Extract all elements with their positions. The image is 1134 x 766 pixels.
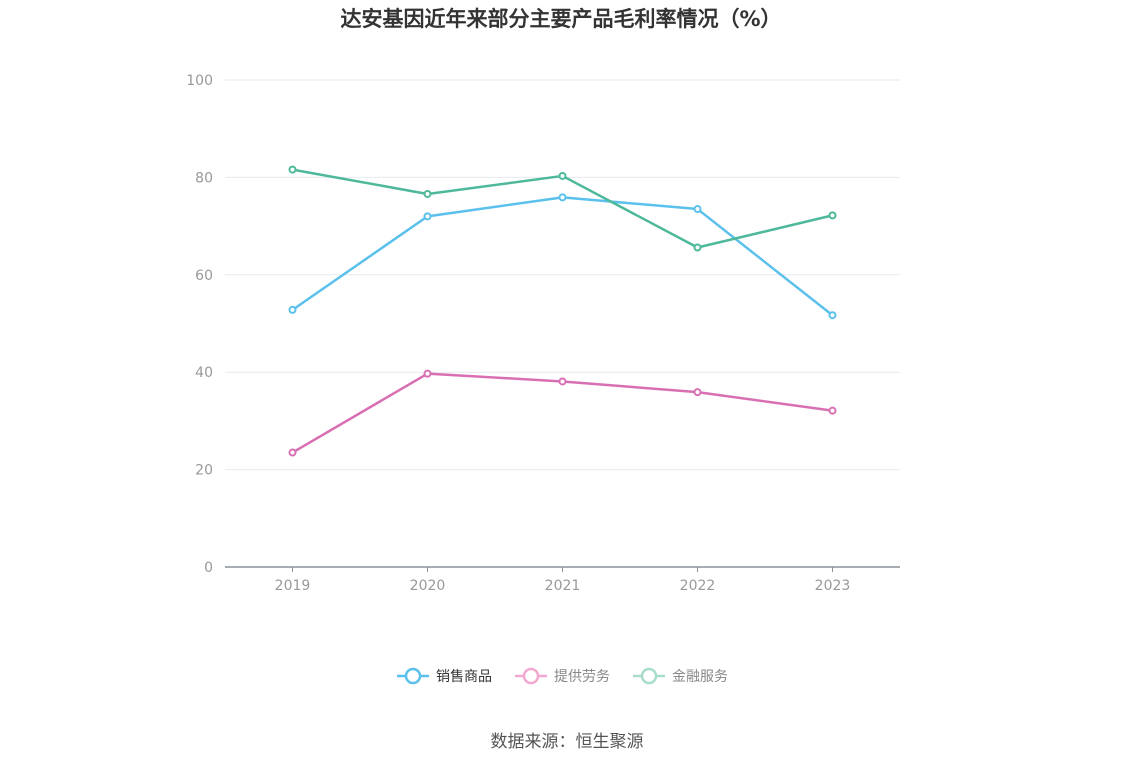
x-tick-label: 2021 (545, 578, 581, 594)
data-point[interactable] (693, 388, 702, 397)
y-tick-label: 20 (195, 463, 213, 479)
data-point[interactable] (558, 171, 567, 180)
legend-marker (404, 667, 422, 685)
legend-label: 提供劳务 (554, 669, 610, 685)
legend-marker (640, 667, 658, 685)
legend-label: 销售商品 (436, 669, 492, 685)
data-source-note: 数据来源：恒生聚源 (491, 732, 644, 752)
data-point[interactable] (288, 165, 297, 174)
data-point[interactable] (828, 406, 837, 415)
y-tick-label: 40 (195, 365, 213, 381)
chart-title: 达安基因近年来部分主要产品毛利率情况（%） (340, 7, 781, 31)
data-point[interactable] (828, 311, 837, 320)
series-line (291, 372, 833, 454)
data-point[interactable] (693, 243, 702, 252)
axes: 0 20 40 60 80 100 2019 2020 2021 2022 2023 (186, 73, 900, 594)
series-line (292, 168, 833, 249)
data-point[interactable] (828, 211, 837, 220)
legend-item[interactable]: 金融服务 (633, 667, 728, 685)
legend-marker (522, 667, 540, 685)
series-1 (288, 193, 837, 320)
y-tick-label: 0 (204, 560, 213, 576)
series-lines (288, 165, 837, 457)
series-line (291, 196, 834, 317)
x-tick-label: 2022 (680, 578, 716, 594)
legend-item[interactable]: 销售商品 (397, 667, 492, 685)
data-point[interactable] (423, 369, 432, 378)
y-tick-label: 80 (195, 170, 213, 186)
series-3 (288, 165, 837, 252)
legend-label: 金融服务 (672, 669, 728, 685)
data-point[interactable] (423, 189, 432, 198)
data-point[interactable] (558, 193, 567, 202)
data-point[interactable] (558, 377, 567, 386)
data-point[interactable] (693, 205, 702, 214)
legend[interactable]: 销售商品 提供劳务 金融服务 (397, 667, 728, 685)
series-2 (288, 369, 837, 457)
legend-item[interactable]: 提供劳务 (515, 667, 610, 685)
x-tick-label: 2023 (815, 578, 851, 594)
data-point[interactable] (423, 212, 432, 221)
grid-lines (225, 79, 900, 471)
x-tick-label: 2020 (410, 578, 446, 594)
x-tick-label: 2019 (275, 578, 311, 594)
y-tick-label: 100 (186, 73, 213, 89)
data-point[interactable] (288, 448, 297, 457)
data-point[interactable] (288, 305, 297, 314)
y-tick-label: 60 (195, 268, 213, 284)
